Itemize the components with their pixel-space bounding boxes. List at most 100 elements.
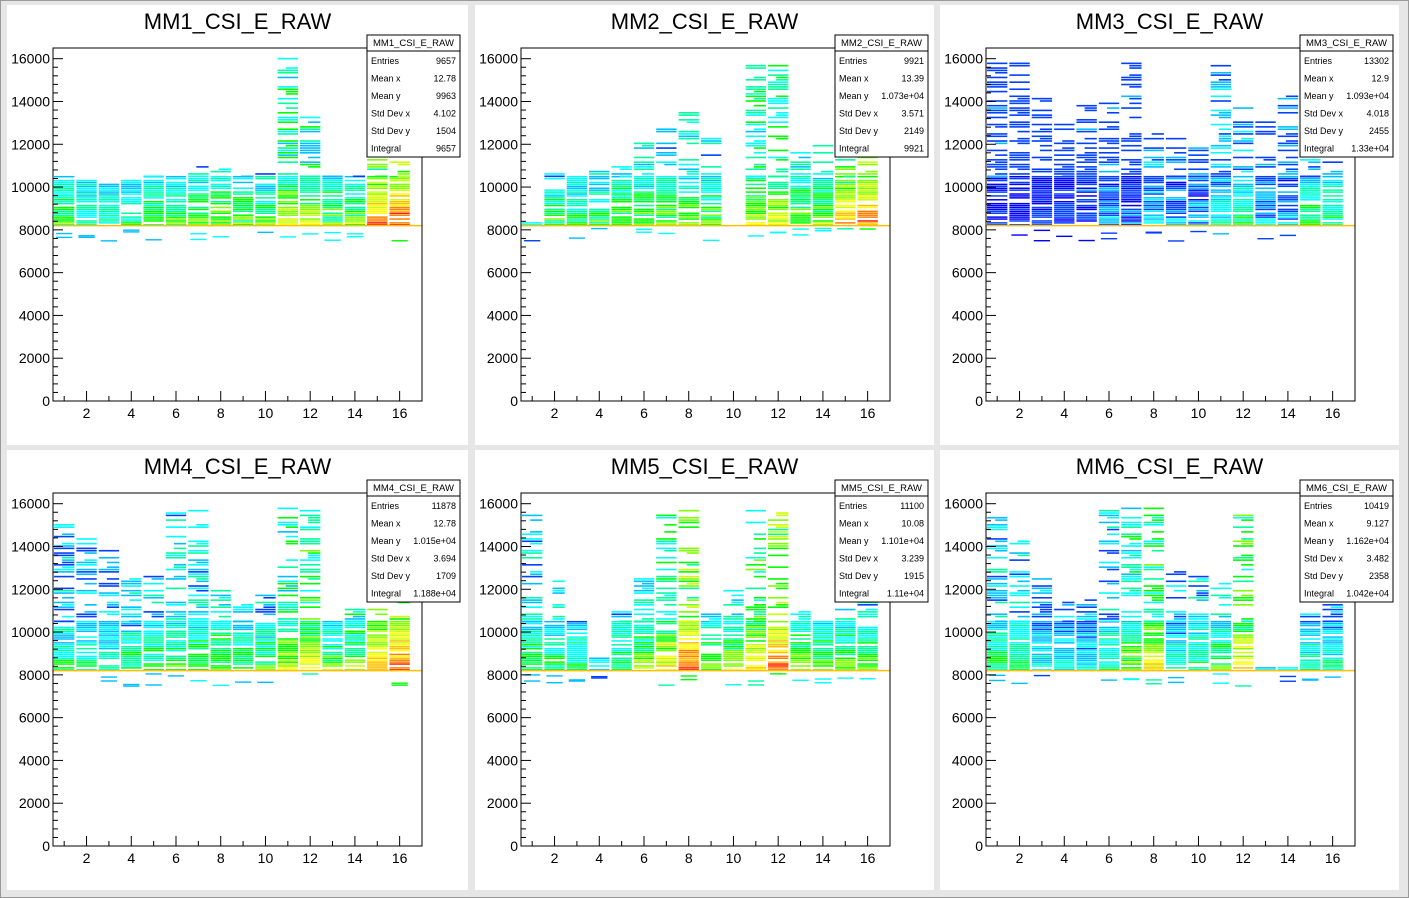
heatmap-cell (1233, 140, 1254, 142)
heatmap-cell (367, 222, 388, 224)
heatmap-cell (566, 222, 588, 224)
heatmap-cell (1322, 199, 1343, 201)
heatmap-cell (84, 604, 97, 606)
heatmap-cell (54, 545, 75, 547)
heatmap-cell (611, 628, 632, 631)
histogram-pad-mm1[interactable]: MM1_CSI_E_RAW 2 4 6 8 10 12 14 16 0 2000 4000 6000 8… (7, 5, 468, 445)
heatmap-cell (367, 655, 388, 658)
heatmap-cell (1031, 214, 1053, 216)
heatmap-cell (812, 161, 834, 163)
heatmap-cell (1233, 123, 1254, 126)
stats-value: 1915 (904, 571, 924, 581)
heatmap-cell (1098, 128, 1120, 131)
heatmap-cell (686, 170, 699, 173)
heatmap-cell (62, 604, 75, 606)
heatmap-cell (768, 578, 789, 580)
heatmap-cell (544, 200, 565, 203)
heatmap-cell (1143, 651, 1164, 654)
heatmap-cell (1233, 596, 1254, 599)
heatmap-cell (300, 163, 321, 166)
heatmap-cell (1233, 183, 1254, 186)
heatmap-cell (790, 214, 811, 216)
heatmap-cell (522, 638, 543, 640)
heatmap-cell (768, 116, 789, 119)
histogram-pad-mm4[interactable]: MM4_CSI_E_RAW 2 4 6 8 10 12 14 16 0 2000 4000 6000 8… (7, 450, 468, 890)
histogram-pad-mm2[interactable]: MM2_CSI_E_RAW 2 4 6 8 10 12 14 16 0 2000 4000 6000 8… (475, 5, 934, 445)
heatmap-cell (566, 193, 588, 195)
heatmap-cell (300, 187, 321, 189)
heatmap-cell (987, 159, 1008, 161)
heatmap-cell (1011, 682, 1028, 685)
heatmap-cell (745, 86, 766, 88)
x-tick-label: 2 (83, 405, 91, 421)
heatmap-cell (1076, 626, 1097, 629)
histogram-pad-mm6[interactable]: MM6_CSI_E_RAW 2 4 6 8 10 12 14 16 0 2000 4000 6000 8… (940, 450, 1399, 890)
heatmap-cell (1031, 647, 1053, 650)
heatmap-cell (1143, 163, 1164, 166)
histogram-pad-mm5[interactable]: MM5_CSI_E_RAW 2 4 6 8 10 12 14 16 0 2000 4000 6000 8… (475, 450, 934, 890)
heatmap-cell (656, 568, 677, 571)
heatmap-cell (700, 185, 722, 188)
heatmap-cell (367, 218, 388, 220)
heatmap-cell (568, 679, 586, 681)
stats-label: Entries (1304, 56, 1333, 66)
heatmap-cell (62, 561, 75, 564)
heatmap-cell (1188, 159, 1209, 161)
heatmap-cell (54, 647, 75, 650)
heatmap-cell (987, 575, 1008, 578)
heatmap-cell (1210, 88, 1231, 91)
heatmap-cell (1233, 195, 1254, 197)
heatmap-cell (1165, 177, 1187, 180)
heatmap-cell (277, 575, 298, 578)
heatmap-cell (188, 620, 209, 623)
heatmap-cell (210, 222, 231, 224)
heatmap-cell (1188, 645, 1209, 648)
heatmap-cell (300, 564, 321, 566)
heatmap-cell (656, 618, 677, 620)
heatmap-cell (995, 620, 1008, 623)
heatmap-cell (232, 214, 254, 216)
histogram-pad-mm3[interactable]: MM3_CSI_E_RAW 2 4 6 8 10 12 14 16 0 2000 4000 6000 8… (940, 5, 1399, 445)
heatmap-cell (987, 86, 1008, 88)
heatmap-cell (1009, 575, 1030, 578)
heatmap-cell (277, 624, 298, 627)
heatmap-cell (790, 187, 811, 189)
heatmap-cell (76, 214, 97, 216)
heatmap-cell (700, 665, 722, 667)
heatmap-cell (768, 200, 789, 203)
heatmap-cell (1188, 214, 1209, 216)
heatmap-cell (1098, 514, 1120, 517)
heatmap-cell (987, 107, 1008, 109)
heatmap-cell (1009, 204, 1030, 207)
heatmap-cell (62, 615, 75, 618)
heatmap-cell (1054, 212, 1075, 215)
heatmap-cell (54, 606, 75, 608)
heatmap-cell (566, 640, 588, 642)
heatmap-cell (78, 235, 95, 237)
heatmap-cell (1143, 566, 1164, 568)
y-tick-label: 12000 (11, 136, 50, 152)
heatmap-cell (1210, 74, 1231, 76)
heatmap-cell (700, 175, 722, 178)
heatmap-cell (656, 214, 677, 216)
heatmap-cell (790, 161, 811, 163)
heatmap-cell (544, 177, 565, 180)
heatmap-cell (1165, 208, 1187, 211)
heatmap-cell (121, 212, 142, 215)
heatmap-cell (768, 636, 789, 638)
heatmap-cell (210, 177, 231, 180)
heatmap-cell (1121, 638, 1142, 640)
heatmap-cell (1076, 663, 1097, 665)
heatmap-cell (165, 620, 187, 623)
heatmap-cell (322, 657, 343, 660)
heatmap-cell (344, 624, 366, 627)
heatmap-cell (232, 620, 254, 623)
heatmap-cell (745, 564, 766, 566)
heatmap-cell (522, 663, 543, 665)
heatmap-cell (98, 193, 120, 195)
heatmap-cell (1210, 71, 1231, 74)
heatmap-cell (300, 218, 321, 220)
heatmap-cell (1098, 121, 1120, 123)
heatmap-cell (995, 615, 1008, 618)
heatmap-cell (98, 647, 120, 650)
